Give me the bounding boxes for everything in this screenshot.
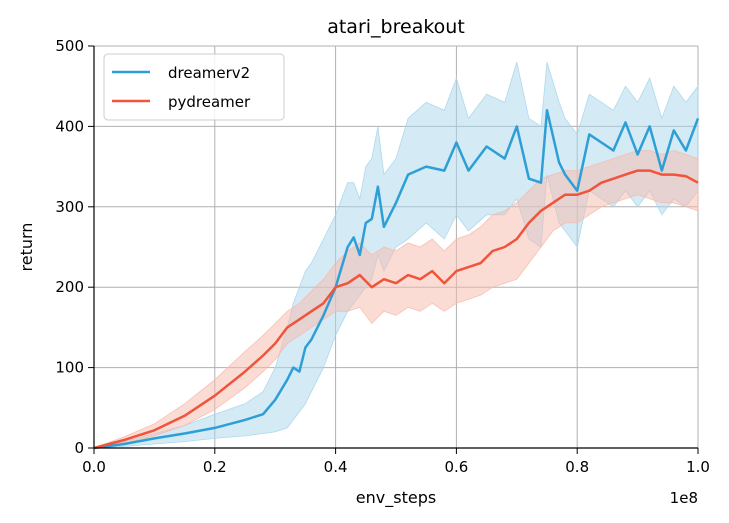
legend-label-pydreamer: pydreamer xyxy=(168,93,251,111)
x-tick-label: 0.4 xyxy=(324,458,348,476)
legend-box xyxy=(103,53,285,121)
x-axis-label: env_steps xyxy=(356,488,436,508)
x-tick-label: 1.0 xyxy=(686,458,710,476)
y-tick-label: 100 xyxy=(55,359,84,377)
y-tick-label: 0 xyxy=(74,439,84,457)
y-tick-label: 500 xyxy=(55,37,84,55)
pydreamer-line xyxy=(93,169,699,450)
x-tick-label: 0.0 xyxy=(82,458,106,476)
x-tick-label: 0.2 xyxy=(203,458,227,476)
series-lines xyxy=(93,109,700,450)
x-axis-ticks: 0.0 0.2 0.4 0.6 0.8 1.0 xyxy=(82,448,710,476)
y-tick-label: 400 xyxy=(55,117,84,135)
y-axis-label: return xyxy=(17,223,36,272)
dreamerv2-line xyxy=(93,109,700,450)
legend-label-dreamerv2: dreamerv2 xyxy=(168,64,250,82)
x-tick-label: 0.6 xyxy=(444,458,468,476)
x-tick-label: 0.8 xyxy=(565,458,589,476)
chart-title: atari_breakout xyxy=(327,16,465,38)
y-tick-label: 200 xyxy=(55,278,84,296)
y-tick-label: 300 xyxy=(55,198,84,216)
axes xyxy=(93,46,698,449)
y-axis-ticks: 0 100 200 300 400 500 xyxy=(55,37,94,457)
x-axis-offset-label: 1e8 xyxy=(670,489,698,507)
legend: dreamerv2 pydreamer xyxy=(103,53,285,121)
